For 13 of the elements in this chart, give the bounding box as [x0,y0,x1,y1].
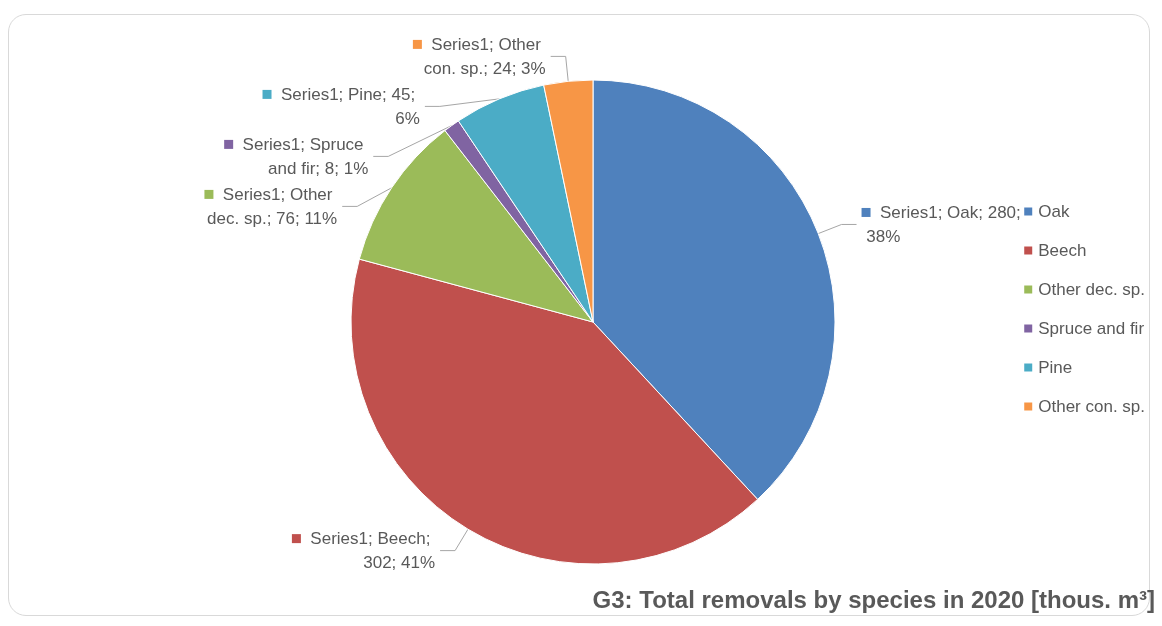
data-label: Series1; Other dec. sp.; 76; 11% [207,184,338,228]
data-label: Series1; Beech; 302; 41% [300,529,436,573]
text: G3: Total removals by species in 2020 [thous. m³] [592,585,1156,613]
legend-label: Oak [1038,202,1070,221]
data-label: Series1; Oak; 280; 38% [861,202,1021,246]
legend-label: Pine [1038,358,1073,377]
data-label: Series1; Spruce and fir; 8; 1% [233,134,369,178]
legend-label: Spruce and fir [1038,319,1145,338]
data-label: Series1; Other con. sp.; 24; 3% [421,34,546,78]
legend-label: Other con. sp. [1038,397,1146,416]
legend-label: Beech [1038,241,1087,260]
legend-label: Other dec. sp. [1038,280,1146,299]
data-label: Series1; Pine; 45; 6% [271,84,420,128]
